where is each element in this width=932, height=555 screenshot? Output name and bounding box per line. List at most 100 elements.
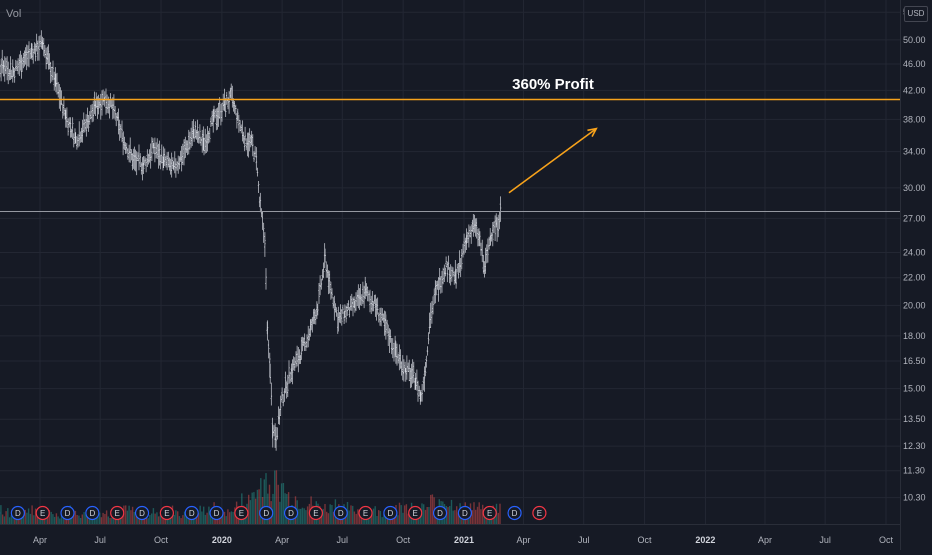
volume-bar (424, 509, 427, 524)
volume-bar (133, 512, 135, 524)
volume-bar (497, 512, 499, 524)
event-marker-letter: D (387, 509, 393, 518)
volume-bar (353, 511, 356, 524)
volume-bar (483, 516, 486, 524)
volume-bar (109, 518, 111, 524)
event-markers[interactable]: DDEDDEDEDDEDDEDEDEDDEDE (0, 505, 547, 521)
volume-bar (306, 506, 309, 524)
volume-bar (78, 515, 80, 524)
y-tick-label: 11.30 (903, 466, 925, 476)
x-tick-label: Oct (879, 535, 894, 545)
volume-bar (450, 499, 453, 524)
volume-bar (332, 511, 335, 524)
event-marker-letter: E (164, 509, 169, 518)
volume-bar (482, 504, 484, 524)
volume-bar (12, 514, 14, 524)
volume-bar (199, 505, 201, 524)
volume-bar (83, 512, 85, 524)
currency-button[interactable]: USD (904, 6, 928, 22)
volume-bar (197, 513, 200, 524)
volume-bar (300, 508, 302, 524)
volume-bar (282, 483, 285, 524)
volume-bar (111, 518, 113, 524)
volume-bar (206, 512, 208, 524)
volume-bar (275, 470, 278, 524)
y-tick-label: 16.50 (903, 356, 926, 366)
volume-bar (402, 512, 404, 524)
volume-bar (374, 506, 376, 524)
volume-bar (208, 506, 210, 524)
volume-bar (272, 493, 274, 524)
x-tick-label: Jul (578, 535, 590, 545)
volume-bar (50, 511, 52, 524)
volume-indicator-label[interactable]: Vol (6, 8, 22, 20)
volume-bar (126, 510, 129, 524)
volume-bar (419, 512, 421, 524)
dividend-event-marker (60, 505, 75, 521)
earnings-event-marker (234, 505, 249, 521)
dividend-event-marker (184, 505, 199, 521)
volume-bar (14, 517, 16, 524)
volume-bar (99, 512, 101, 524)
price-axis[interactable]: 55.0050.0046.0042.0038.0034.0030.0027.00… (900, 0, 932, 550)
volume-bar (320, 511, 323, 524)
volume-bar (454, 510, 456, 524)
volume-bar (230, 511, 233, 524)
volume-bar (277, 484, 279, 524)
volume-bar (485, 514, 487, 524)
volume-bar (151, 513, 153, 524)
volume-bar (393, 514, 395, 524)
y-tick-label: 20.00 (903, 300, 926, 310)
volume-bar (152, 508, 155, 524)
volume-bar (48, 510, 51, 524)
y-tick-label: 13.50 (903, 414, 926, 424)
volume-bar (201, 511, 203, 524)
volume-bar (59, 518, 61, 524)
volume-bar (88, 518, 90, 524)
volume-bar (204, 514, 207, 524)
volume-bar (430, 494, 432, 524)
dividend-event-marker (333, 505, 348, 521)
volume-bar (372, 508, 375, 524)
y-tick-label: 18.00 (903, 331, 926, 341)
event-marker-letter: D (89, 509, 95, 518)
volume-bar (350, 505, 352, 524)
event-marker-letter: E (40, 509, 45, 518)
profit-annotation[interactable]: 360% Profit (512, 76, 594, 93)
drawing-arrow[interactable] (508, 127, 598, 194)
volume-bar (97, 511, 99, 524)
volume-bar (182, 515, 184, 524)
volume-bar (254, 498, 257, 524)
volume-bar (398, 502, 401, 524)
x-tick-label: Apr (758, 535, 772, 545)
volume-bar (29, 513, 32, 524)
volume-bar (17, 516, 19, 524)
volume-bar (34, 508, 37, 524)
volume-bar (1, 514, 4, 524)
volume-bar (112, 517, 115, 524)
volume-bar (5, 511, 7, 524)
volume-bar (104, 514, 106, 524)
volume-bar (426, 507, 428, 524)
volume-bar (223, 511, 226, 524)
volume-bar (326, 511, 328, 524)
volume-bar (258, 489, 260, 524)
x-tick-label: 2021 (454, 535, 474, 545)
y-tick-label: 22.00 (903, 273, 926, 283)
volume-bar (163, 515, 165, 524)
event-marker-letter: E (239, 509, 244, 518)
volume-bar (260, 478, 262, 524)
time-axis[interactable]: Apr Jul Oct 2020 Apr Jul Oct 2021 Apr Jul Oct 2022 A… (0, 524, 900, 546)
volume-bar (379, 511, 382, 524)
volume-bar (298, 508, 300, 524)
volume-bar (487, 516, 489, 524)
volume-bar (85, 514, 87, 524)
dividend-event-marker (259, 505, 274, 521)
dividend-event-marker (507, 505, 522, 521)
volume-bar (76, 515, 78, 524)
price-axis-panel (900, 0, 932, 550)
dividend-event-marker (10, 505, 25, 521)
